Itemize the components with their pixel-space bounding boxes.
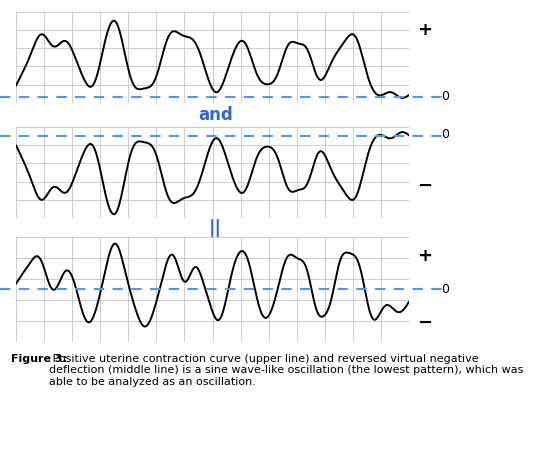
Text: Figure 3:: Figure 3: <box>11 354 67 363</box>
Text: 0: 0 <box>441 90 449 103</box>
Text: ||: || <box>209 219 222 237</box>
Text: −: − <box>417 177 432 195</box>
Text: 0: 0 <box>441 128 449 141</box>
Text: +: + <box>417 247 432 265</box>
Text: 0: 0 <box>441 283 449 296</box>
Text: −: − <box>417 314 432 332</box>
Text: and: and <box>198 106 232 124</box>
Text: Positive uterine contraction curve (upper line) and reversed virtual negative de: Positive uterine contraction curve (uppe… <box>49 354 524 387</box>
Text: +: + <box>417 21 432 39</box>
